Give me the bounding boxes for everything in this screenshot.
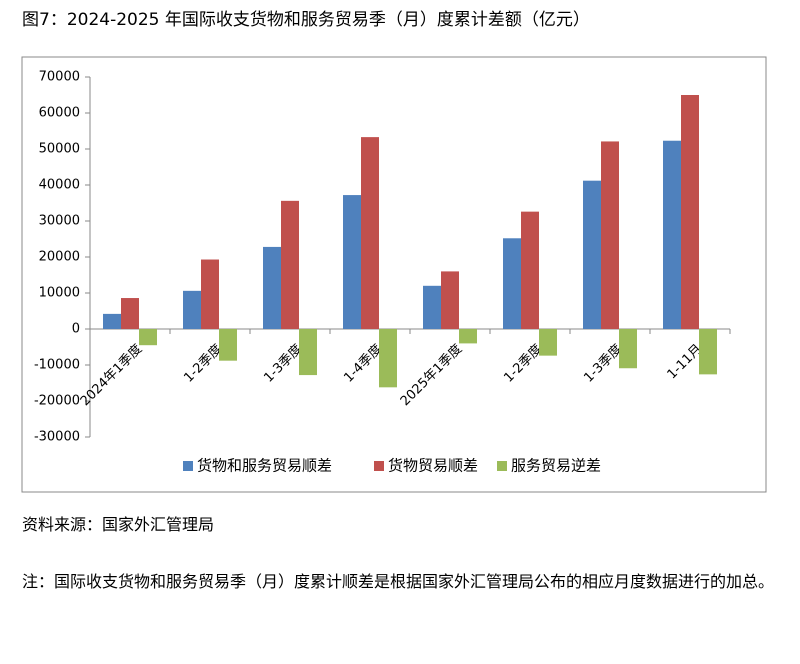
x-tick-label: 2025年1季度: [397, 341, 465, 409]
bar: [183, 290, 201, 329]
bar: [139, 329, 157, 346]
chart-frame: [21, 56, 767, 493]
y-tick-label: 70000: [39, 70, 80, 85]
legend-label: 货物和服务贸易顺差: [197, 457, 332, 475]
bar: [663, 140, 681, 329]
source: 资料来源：国家外汇管理局: [22, 515, 215, 534]
y-tick-label: 50000: [39, 142, 80, 157]
bar: [503, 238, 521, 329]
bar: [361, 137, 379, 329]
note: 注：国际收支货物和服务贸易季（月）度累计顺差是根据国家外汇管理局公布的相应月度数…: [22, 572, 775, 591]
bar: [681, 95, 699, 329]
bar: [121, 298, 139, 329]
bar: [699, 329, 717, 375]
bar: [379, 329, 397, 388]
y-tick-label: 20000: [39, 250, 80, 265]
legend-swatch: [374, 461, 384, 471]
y-tick-label: -10000: [34, 358, 80, 373]
bar: [619, 329, 637, 369]
y-tick-label: 30000: [39, 214, 80, 229]
legend-swatch: [183, 461, 193, 471]
x-tick-label: 1-3季度: [581, 341, 626, 386]
legend-label: 货物贸易顺差: [388, 457, 478, 475]
y-tick-label: 60000: [39, 106, 80, 121]
bar: [103, 313, 121, 329]
bar: [423, 285, 441, 329]
bar: [263, 246, 281, 329]
legend-label: 服务贸易逆差: [511, 457, 601, 475]
bar: [583, 180, 601, 329]
y-tick-label: -20000: [34, 394, 80, 409]
bar: [539, 329, 557, 356]
x-tick-label: 2024年1季度: [77, 341, 145, 409]
y-tick-label: 40000: [39, 178, 80, 193]
bar: [601, 141, 619, 329]
bar: [459, 329, 477, 344]
bar: [281, 200, 299, 329]
legend-swatch: [497, 461, 507, 471]
x-tick-label: 1-3季度: [261, 341, 306, 386]
bar: [343, 195, 361, 329]
bar: [299, 329, 317, 376]
y-tick-label: -30000: [34, 430, 80, 445]
y-tick-label: 10000: [39, 286, 80, 301]
x-tick-label: 1-4季度: [341, 341, 386, 386]
y-tick-label: 0: [72, 322, 80, 337]
bar: [219, 329, 237, 361]
chart: 图7：2024-2025 年国际收支货物和服务贸易季（月）度累计差额（亿元） -…: [21, 10, 767, 493]
chart-title: 图7：2024-2025 年国际收支货物和服务贸易季（月）度累计差额（亿元）: [22, 10, 590, 30]
x-tick-label: 1-2季度: [501, 341, 546, 386]
bar: [201, 259, 219, 329]
bar: [441, 271, 459, 329]
x-tick-label: 1-2季度: [181, 341, 226, 386]
bar: [521, 211, 539, 329]
